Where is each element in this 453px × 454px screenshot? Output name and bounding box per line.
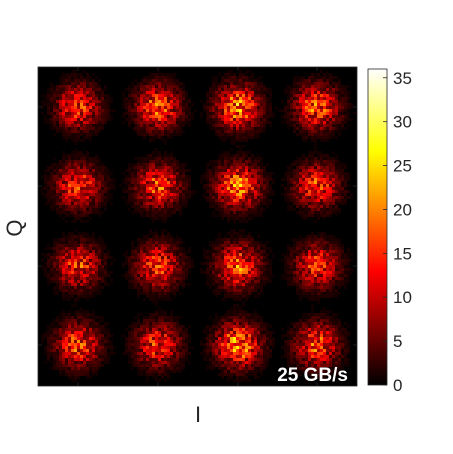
colorbar-tick-label: 20 (393, 200, 412, 219)
colorbar-tick-label: 10 (393, 288, 412, 307)
colorbar-tick-label: 35 (393, 69, 412, 88)
colorbar-ticks: 0 5 10 15 20 25 30 35 (383, 69, 412, 395)
x-axis-label: I (195, 402, 201, 427)
x-axis-ticks (77, 67, 318, 386)
plot-annotation: 25 GB/s (277, 365, 348, 386)
y-axis-label: Q (2, 219, 27, 236)
colorbar-tick-label: 0 (393, 376, 402, 395)
colorbar-tick-label: 5 (393, 332, 402, 351)
y-axis-ticks (38, 106, 357, 346)
colorbar-tick-label: 25 (393, 157, 412, 176)
colorbar-tick-label: 15 (393, 244, 412, 263)
colorbar-tick-label: 30 (393, 113, 412, 132)
heatmap-layer (41, 70, 356, 382)
plot-frame (37, 66, 358, 387)
colorbar (367, 68, 388, 386)
